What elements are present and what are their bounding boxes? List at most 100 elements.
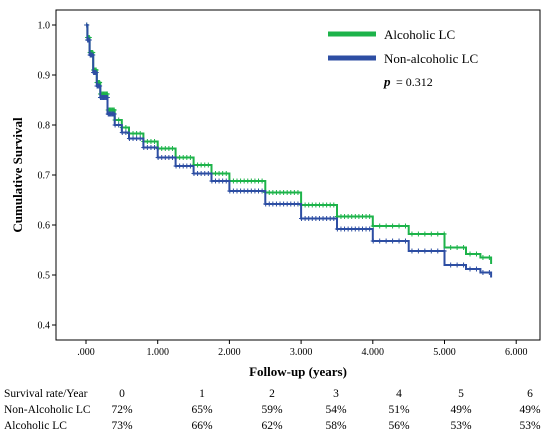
x-tick-label: .000	[77, 347, 95, 358]
censor-mark	[396, 238, 402, 244]
censor-mark	[97, 83, 103, 89]
censor-mark	[331, 216, 337, 221]
censor-mark	[428, 231, 434, 237]
censor-mark	[86, 37, 92, 43]
censor-mark	[480, 255, 486, 260]
x-axis: .000 1.000 2.000 3.000 4.000 5.000 6.000	[77, 340, 527, 358]
censor-mark	[187, 163, 193, 169]
censor-mark	[152, 145, 158, 150]
censor-mark	[409, 231, 415, 237]
y-tick-label: 0.4	[38, 321, 51, 332]
censor-mark	[448, 262, 454, 268]
censor-mark	[116, 122, 122, 128]
censor-mark	[448, 245, 454, 250]
censor-mark	[90, 52, 96, 58]
censor-mark	[383, 223, 389, 229]
p-value-text: = 0.312	[396, 75, 433, 89]
censor-mark	[467, 251, 473, 257]
censor-mark	[84, 22, 90, 28]
table-year-3: 3	[333, 388, 339, 400]
censor-mark	[169, 146, 175, 151]
censor-mark	[428, 248, 434, 254]
y-axis-title: Cumulative Survival	[10, 117, 25, 233]
censor-mark	[461, 262, 467, 268]
table-cell: 49%	[519, 404, 541, 416]
table-cell: 53%	[450, 420, 472, 432]
censor-mark	[377, 238, 383, 244]
censor-mark	[409, 248, 415, 254]
x-axis-title: Follow-up (years)	[249, 364, 347, 379]
censor-mark	[422, 231, 428, 237]
censor-mark	[137, 136, 143, 141]
censor-mark	[435, 231, 441, 237]
y-tick-label: 0.5	[38, 271, 51, 282]
censor-mark	[402, 238, 408, 244]
table-cell: 59%	[261, 404, 283, 416]
censor-mark	[104, 95, 110, 100]
x-tick-label: 1.000	[146, 347, 169, 358]
censor-mark	[435, 248, 441, 254]
table-cell: 51%	[388, 404, 410, 416]
x-tick-label: 4.000	[362, 347, 385, 358]
table-cell: 73%	[111, 420, 133, 432]
x-tick-label: 3.000	[290, 347, 313, 358]
censor-mark	[205, 162, 211, 168]
table-cell: 49%	[450, 404, 472, 416]
censor-mark	[223, 171, 229, 176]
x-tick-label: 5.000	[433, 347, 456, 358]
censor-mark	[480, 270, 486, 275]
censor-mark	[152, 139, 158, 144]
censor-mark	[259, 178, 265, 184]
censor-mark	[377, 223, 383, 229]
censor-mark	[123, 125, 129, 130]
table-cell: 53%	[519, 420, 541, 432]
censor-mark	[396, 223, 402, 229]
censor-mark	[223, 178, 229, 184]
censor-mark	[116, 117, 122, 123]
censor-marks-non-alcoholic-lc	[84, 22, 492, 275]
table-row-label-alcoholic-lc: Alcoholic LC	[4, 420, 67, 432]
censor-mark	[454, 262, 460, 268]
table-year-6: 6	[527, 388, 533, 400]
censor-mark	[205, 171, 211, 176]
censor-mark	[422, 248, 428, 254]
censor-mark	[295, 190, 301, 195]
legend-label-alcoholic: Alcoholic LC	[384, 27, 455, 42]
y-tick-label: 0.9	[38, 71, 51, 82]
table-cell: 56%	[388, 420, 410, 432]
censor-mark	[123, 130, 129, 135]
p-value-symbol: p	[383, 74, 391, 89]
censor-mark	[111, 111, 117, 117]
table-year-0: 0	[119, 388, 125, 400]
censor-mark	[390, 223, 396, 229]
censor-mark	[473, 266, 479, 272]
table-row-label-non-alcoholic-lc: Non-Alcoholic LC	[4, 404, 91, 416]
censor-mark	[367, 226, 373, 232]
censor-mark	[486, 255, 492, 260]
censor-mark	[441, 231, 447, 237]
censor-mark	[259, 188, 265, 194]
legend-label-non-alcoholic: Non-alcoholic LC	[384, 51, 478, 66]
censor-mark	[390, 238, 396, 244]
censor-mark	[467, 266, 473, 272]
censor-mark	[187, 155, 193, 160]
censor-mark	[415, 248, 421, 254]
table-year-2: 2	[269, 388, 275, 400]
y-tick-label: 0.6	[38, 221, 51, 232]
plot-area: 0.4 0.5 0.6 0.7 0.8 0.9 1.0 .000 1.000 2.000 3.00…	[38, 9, 541, 358]
x-tick-label: 2.000	[218, 347, 241, 358]
table-cell: 65%	[191, 404, 213, 416]
table-year-4: 4	[396, 388, 402, 400]
censor-mark	[486, 270, 492, 275]
censor-mark	[383, 238, 389, 244]
y-axis: 0.4 0.5 0.6 0.7 0.8 0.9 1.0	[38, 21, 56, 332]
table-cell: 58%	[325, 420, 347, 432]
censor-mark	[461, 245, 467, 250]
table-year-1: 1	[199, 388, 205, 400]
censor-mark	[441, 248, 447, 254]
censor-mark	[402, 223, 408, 229]
censor-mark	[473, 251, 479, 257]
censor-mark	[370, 223, 376, 229]
censor-mark	[295, 201, 301, 207]
